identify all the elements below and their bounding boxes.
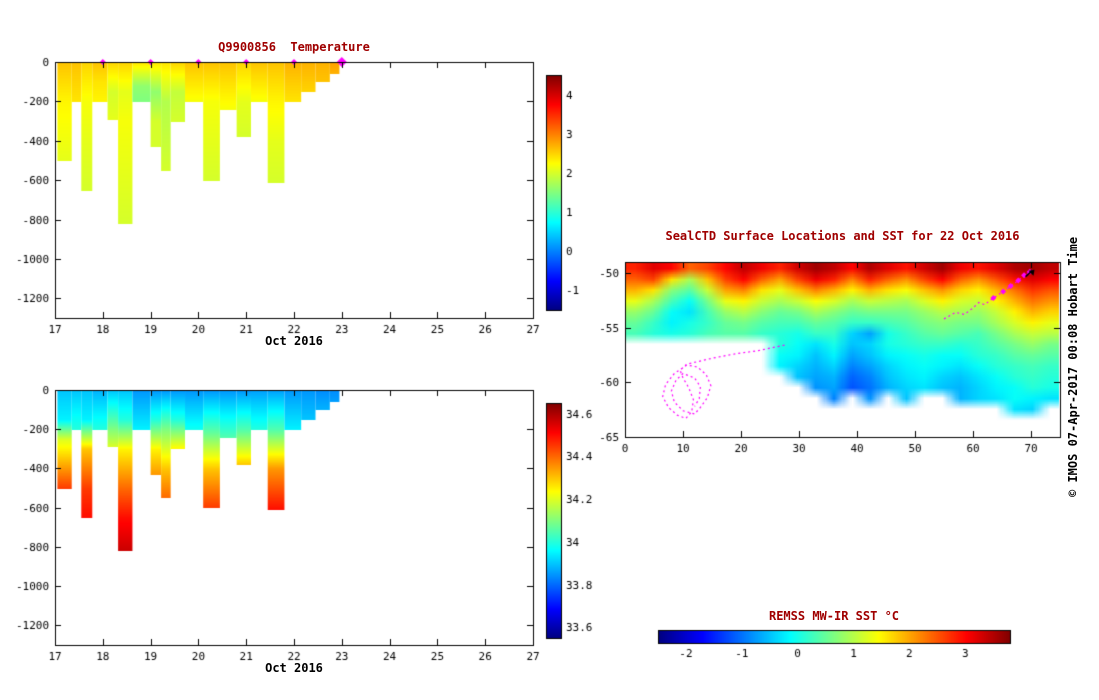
- sst-colorbar-label: REMSS MW-IR SST °C: [768, 609, 900, 623]
- map-title: SealCTD Surface Locations and SST for 22…: [665, 229, 1020, 243]
- imos-credit-text: © IMOS 07-Apr-2017 00:08 Hobart Time: [1066, 236, 1080, 497]
- temperature-xaxis-label: Oct 2016: [265, 334, 323, 348]
- temperature-plot-title: Q9900856 Temperature: [218, 40, 370, 54]
- salinity-xaxis-label: Oct 2016: [265, 661, 323, 675]
